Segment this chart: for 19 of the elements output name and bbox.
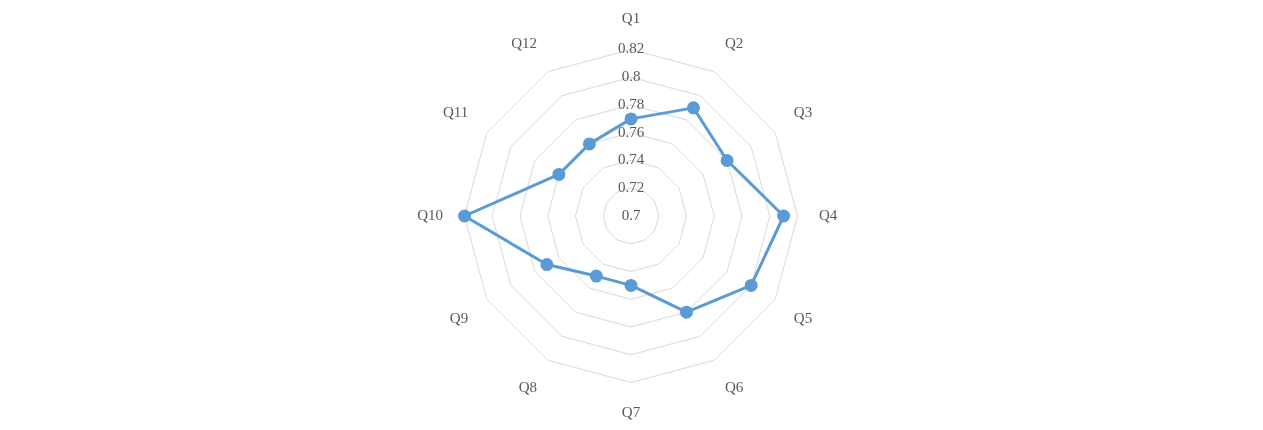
y-tick-label: 0.76 <box>617 123 645 140</box>
y-tick-label: 0.72 <box>617 179 645 196</box>
spoke-label: Q5 <box>793 309 813 326</box>
spoke-label: Q11 <box>442 103 469 120</box>
y-tick-label: 0.8 <box>621 68 641 85</box>
spoke-label: Q10 <box>417 206 443 223</box>
spoke-label: Q4 <box>819 206 838 223</box>
spoke-label: Q6 <box>725 378 744 395</box>
spoke-label: Q12 <box>511 35 537 52</box>
spoke-label: Q2 <box>725 35 744 52</box>
spoke-label: Q1 <box>621 9 641 26</box>
spoke-label: Q9 <box>449 309 469 326</box>
y-tick-label: 0.78 <box>617 95 645 112</box>
y-tick-label: 0.82 <box>617 40 645 57</box>
spoke-label: Q3 <box>793 103 813 120</box>
spoke-label: Q7 <box>621 403 641 420</box>
spoke-label: Q8 <box>518 378 537 395</box>
y-tick-label: 0.74 <box>617 151 645 168</box>
y-tick-label: 0.7 <box>621 206 641 223</box>
